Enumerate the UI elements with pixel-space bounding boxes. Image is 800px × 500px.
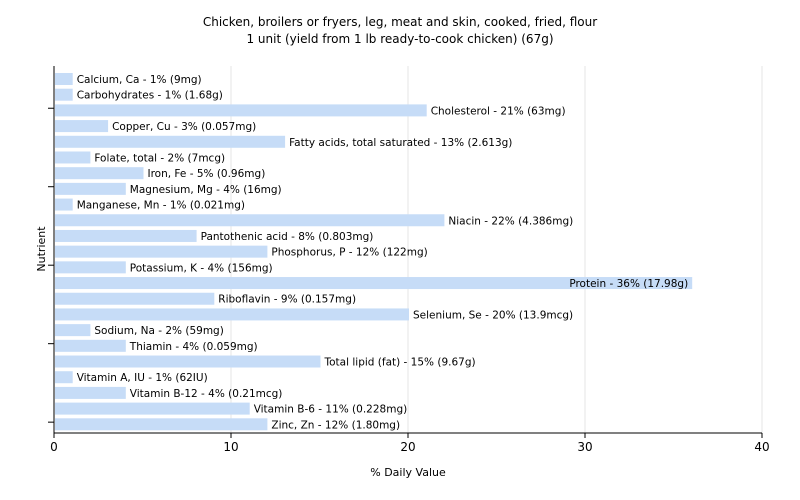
bar-label-15: Selenium, Se - 20% (13.9mcg) (413, 309, 573, 321)
bar-3 (55, 120, 109, 133)
bar-12 (55, 261, 126, 274)
x-tick-label-1: 10 (223, 440, 238, 454)
bar-label-9: Niacin - 22% (4.386mg) (448, 215, 573, 227)
bar-8 (55, 198, 73, 211)
bar-5 (55, 151, 91, 164)
bar-13 (55, 277, 693, 290)
bar-label-20: Vitamin B-12 - 4% (0.21mcg) (130, 388, 283, 400)
bar-label-19: Vitamin A, IU - 1% (62IU) (77, 372, 208, 384)
bar-label-21: Vitamin B-6 - 11% (0.228mg) (254, 404, 408, 416)
chart-subtitle: 1 unit (yield from 1 lb ready-to-cook ch… (246, 32, 554, 46)
bar-label-14: Riboflavin - 9% (0.157mg) (218, 294, 356, 306)
chart-title: Chicken, broilers or fryers, leg, meat a… (202, 15, 598, 29)
bar-10 (55, 229, 197, 242)
x-tick-label-2: 20 (400, 440, 415, 454)
bar-9 (55, 214, 445, 227)
bar-6 (55, 167, 144, 180)
bar-17 (55, 339, 126, 352)
bar-label-4: Fatty acids, total saturated - 13% (2.61… (289, 137, 512, 149)
x-tick-label-4: 40 (754, 440, 769, 454)
x-axis-label: % Daily Value (370, 466, 446, 479)
bar-label-16: Sodium, Na - 2% (59mg) (94, 325, 223, 337)
bar-14 (55, 292, 215, 305)
bar-label-6: Iron, Fe - 5% (0.96mg) (148, 168, 266, 180)
x-tick-label-3: 30 (577, 440, 592, 454)
bar-22 (55, 418, 268, 431)
bar-21 (55, 402, 250, 415)
bar-19 (55, 371, 73, 384)
bar-20 (55, 386, 126, 399)
bar-15 (55, 308, 409, 321)
bar-label-22: Zinc, Zn - 12% (1.80mg) (271, 419, 400, 431)
bar-1 (55, 88, 73, 101)
bar-0 (55, 73, 73, 85)
y-axis-label: Nutrient (35, 226, 48, 272)
bar-label-10: Pantothenic acid - 8% (0.803mg) (201, 231, 374, 243)
bar-2 (55, 104, 427, 117)
x-tick-label-0: 0 (50, 440, 58, 454)
bar-18 (55, 355, 321, 368)
bar-label-11: Phosphorus, P - 12% (122mg) (271, 247, 427, 259)
ticks: 0 10 20 30 40 (48, 107, 770, 454)
bar-label-7: Magnesium, Mg - 4% (16mg) (130, 184, 282, 196)
bar-label-8: Manganese, Mn - 1% (0.021mg) (77, 200, 245, 212)
bar-7 (55, 182, 126, 195)
bar-label-17: Thiamin - 4% (0.059mg) (129, 341, 258, 353)
bars: Calcium, Ca - 1% (9mg) Carbohydrates - 1%… (55, 73, 693, 431)
bar-label-2: Cholesterol - 21% (63mg) (431, 105, 566, 117)
bar-16 (55, 324, 91, 337)
bar-4 (55, 135, 286, 148)
bar-label-18: Total lipid (fat) - 15% (9.67g) (324, 357, 476, 369)
bar-11 (55, 245, 268, 258)
bar-label-13: Protein - 36% (17.98g) (569, 278, 688, 290)
bar-label-5: Folate, total - 2% (7mcg) (94, 152, 225, 164)
bar-label-1: Carbohydrates - 1% (1.68g) (77, 90, 223, 102)
bar-label-0: Calcium, Ca - 1% (9mg) (77, 74, 202, 86)
bar-label-3: Copper, Cu - 3% (0.057mg) (112, 121, 256, 133)
bar-label-12: Potassium, K - 4% (156mg) (130, 262, 273, 274)
